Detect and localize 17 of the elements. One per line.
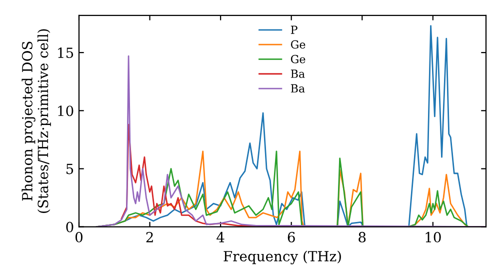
y-tick-label: 15 (58, 48, 74, 58)
y-tick-label: 10 (58, 106, 74, 116)
legend-label: Ba (290, 70, 305, 78)
y-tick-label: 0 (66, 222, 74, 232)
x-axis-title: Frequency (THz) (224, 250, 341, 264)
legend-label: Ge (290, 54, 306, 64)
y-tick-label: 5 (66, 164, 74, 174)
legend-label: Ge (290, 40, 306, 49)
x-tick-label: 2 (146, 232, 153, 242)
x-tick-label: 6 (288, 232, 295, 242)
x-tick-label: 0 (75, 232, 82, 242)
x-tick-label: 4 (216, 232, 224, 242)
legend-label: P (290, 26, 298, 34)
x-tick-label: 10 (426, 232, 441, 242)
legend-label: Ba (290, 84, 305, 93)
x-tick-label: 8 (358, 232, 366, 242)
y-axis-title: Phonon projected DOS (States/THz·primitive cell) (22, 29, 51, 213)
